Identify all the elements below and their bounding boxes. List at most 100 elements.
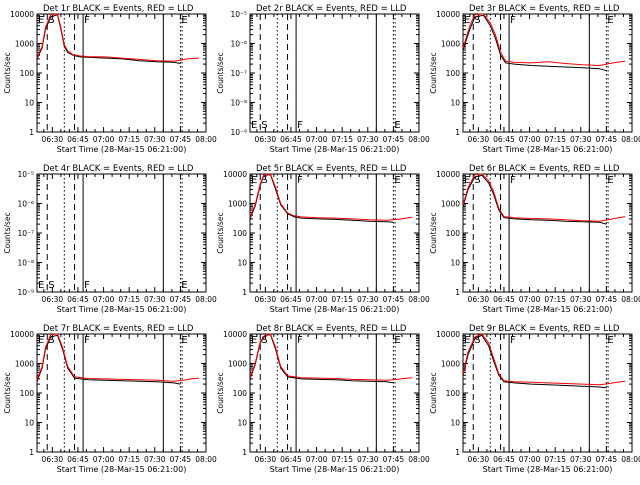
marker-label: E <box>38 335 44 346</box>
y-tick-label: 10⁻⁹ <box>230 128 247 137</box>
marker-label: S <box>474 175 480 186</box>
x-tick-label: 07:45 <box>170 455 192 464</box>
x-tick-label: 07:45 <box>383 135 405 144</box>
y-tick-label: 1 <box>242 288 247 297</box>
y-tick-label: 10 <box>24 99 34 108</box>
marker-label: E <box>181 15 187 26</box>
x-tick-label: 08:00 <box>195 295 217 304</box>
x-tick-label: 07:15 <box>118 295 140 304</box>
marker-label: E <box>251 120 257 131</box>
x-tick-label: 08:00 <box>621 295 640 304</box>
marker-label: E <box>38 15 44 26</box>
y-tick-label: 1 <box>242 448 247 457</box>
x-tick-label: 06:30 <box>468 295 490 304</box>
y-tick-label: 1000 <box>441 360 460 369</box>
x-tick-label: 07:45 <box>596 455 618 464</box>
series-events-line <box>462 14 607 72</box>
x-tick-label: 07:30 <box>144 455 166 464</box>
x-tick-label: 06:45 <box>67 295 89 304</box>
x-tick-label: 06:30 <box>42 295 64 304</box>
x-tick-label: 07:45 <box>596 295 618 304</box>
x-tick-label: 06:45 <box>67 455 89 464</box>
marker-label: S <box>261 120 267 131</box>
detector-panel: Det 4r BLACK = Events, RED = LLD 10⁻⁹ 10⁻⁸… <box>3 164 217 314</box>
y-tick-label: 10 <box>237 419 247 428</box>
series-events-line <box>36 334 181 385</box>
x-tick-label: 07:15 <box>118 135 140 144</box>
detector-panel: Det 9r BLACK = Events, RED = LLD 1 10 100 10… <box>429 324 640 474</box>
y-tick-label: 100 <box>446 229 461 238</box>
x-axis-label: Start Time (28-Mar-15 06:21:00) <box>270 145 400 154</box>
x-tick-label: 07:15 <box>544 455 566 464</box>
y-tick-label: 10⁻⁵ <box>230 10 247 19</box>
y-tick-label: 10⁻⁸ <box>230 99 247 108</box>
y-tick-label: 1000 <box>228 360 247 369</box>
x-tick-label: 06:45 <box>493 135 515 144</box>
x-tick-label: 07:00 <box>519 455 541 464</box>
y-tick-label: 100 <box>446 69 461 78</box>
detector-panel: Det 2r BLACK = Events, RED = LLD 10⁻⁹ 10⁻⁸… <box>216 4 430 154</box>
x-tick-label: 06:45 <box>280 295 302 304</box>
x-tick-label: 06:30 <box>255 455 277 464</box>
y-tick-label: 10⁻⁹ <box>17 288 34 297</box>
marker-label: E <box>607 335 613 346</box>
y-tick-label: 10000 <box>10 10 34 19</box>
marker-label: F <box>84 280 90 291</box>
y-tick-label: 10⁻⁶ <box>17 200 34 209</box>
x-tick-label: 07:30 <box>357 295 379 304</box>
x-tick-label: 08:00 <box>408 455 430 464</box>
x-axis-label: Start Time (28-Mar-15 06:21:00) <box>57 465 187 474</box>
x-tick-label: 07:15 <box>544 135 566 144</box>
y-tick-label: 100 <box>20 389 35 398</box>
y-tick-label: 10⁻⁵ <box>17 170 34 179</box>
marker-label: E <box>394 175 400 186</box>
detector-panel: Det 6r BLACK = Events, RED = LLD 1 10 100 10… <box>429 164 640 314</box>
x-tick-label: 07:45 <box>383 455 405 464</box>
x-tick-label: 06:30 <box>255 295 277 304</box>
series-lld-line <box>462 13 626 67</box>
x-axis-label: Start Time (28-Mar-15 06:21:00) <box>483 305 613 314</box>
x-tick-label: 07:30 <box>357 135 379 144</box>
panel-title: Det 4r BLACK = Events, RED = LLD <box>43 164 194 174</box>
panel-title: Det 9r BLACK = Events, RED = LLD <box>469 324 620 334</box>
x-tick-label: 07:30 <box>570 295 592 304</box>
x-tick-label: 07:30 <box>357 455 379 464</box>
y-axis-label: Counts/sec <box>216 372 225 413</box>
panel-title: Det 5r BLACK = Events, RED = LLD <box>256 164 407 174</box>
x-axis-label: Start Time (28-Mar-15 06:21:00) <box>483 145 613 154</box>
marker-label: S <box>48 280 54 291</box>
y-tick-label: 10000 <box>223 170 247 179</box>
y-axis-label: Counts/sec <box>3 372 12 413</box>
y-axis-label: Counts/sec <box>3 52 12 93</box>
series-lld-line <box>36 13 200 62</box>
x-tick-label: 07:45 <box>170 295 192 304</box>
panel-title: Det 7r BLACK = Events, RED = LLD <box>43 324 194 334</box>
series-events-line <box>249 174 394 223</box>
series-lld-line <box>462 333 626 386</box>
y-tick-label: 1000 <box>441 200 460 209</box>
x-tick-label: 07:00 <box>93 455 115 464</box>
marker-label: F <box>297 120 303 131</box>
marker-label: S <box>474 15 480 26</box>
y-axis-label: Counts/sec <box>429 212 438 253</box>
x-axis-label: Start Time (28-Mar-15 06:21:00) <box>270 305 400 314</box>
x-tick-label: 07:30 <box>144 295 166 304</box>
marker-label: F <box>297 335 303 346</box>
x-tick-label: 07:30 <box>144 135 166 144</box>
x-tick-label: 06:30 <box>255 135 277 144</box>
x-tick-label: 07:00 <box>519 295 541 304</box>
x-tick-label: 06:45 <box>280 455 302 464</box>
marker-label: S <box>48 15 54 26</box>
marker-label: E <box>607 15 613 26</box>
y-tick-label: 1 <box>455 128 460 137</box>
detector-panel: Det 3r BLACK = Events, RED = LLD 1 10 100 10… <box>429 4 640 154</box>
x-axis-label: Start Time (28-Mar-15 06:21:00) <box>270 465 400 474</box>
marker-label: E <box>607 175 613 186</box>
panel-title: Det 6r BLACK = Events, RED = LLD <box>469 164 620 174</box>
y-tick-label: 10 <box>450 419 460 428</box>
x-tick-label: 06:45 <box>493 295 515 304</box>
marker-label: F <box>84 335 90 346</box>
marker-label: F <box>510 15 516 26</box>
y-tick-label: 10 <box>450 259 460 268</box>
